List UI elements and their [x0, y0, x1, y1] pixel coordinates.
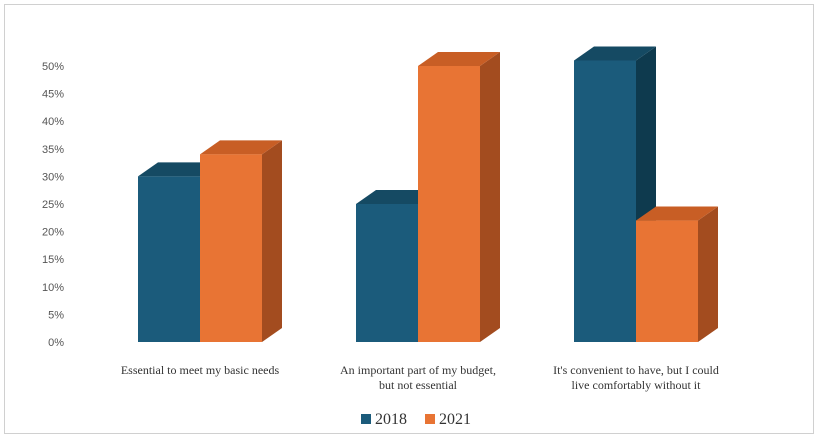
category-label: but not essential — [379, 378, 458, 392]
bar-top-2021 — [418, 52, 500, 66]
y-tick-label: 35% — [42, 144, 64, 156]
y-tick-label: 5% — [48, 309, 64, 321]
bar-2021 — [418, 66, 480, 342]
bar-2018 — [574, 60, 636, 342]
bar-2021 — [200, 154, 262, 342]
y-tick-label: 10% — [42, 282, 64, 294]
category-label: An important part of my budget, — [340, 363, 496, 377]
bar-top-2018 — [356, 190, 438, 204]
category-label: live comfortably without it — [572, 378, 702, 392]
bar-2021 — [636, 220, 698, 342]
y-tick-label: 30% — [42, 171, 64, 183]
y-tick-label: 0% — [48, 337, 64, 349]
bar-side-2021 — [480, 52, 500, 342]
y-tick-label: 50% — [42, 61, 64, 73]
category-label: It's convenient to have, but I could — [553, 363, 719, 377]
bar-2018 — [138, 176, 200, 342]
bar-top-2021 — [200, 140, 282, 155]
bar-top-2018 — [574, 46, 656, 61]
y-tick-label: 40% — [42, 116, 64, 128]
y-tick-label: 45% — [42, 89, 64, 101]
legend-swatch-2018 — [361, 414, 371, 424]
legend-swatch-2021 — [425, 414, 435, 424]
bar-top-2021 — [636, 206, 718, 221]
bar-side-2021 — [698, 206, 718, 342]
legend-label-2021: 2021 — [439, 411, 471, 428]
legend-label-2018: 2018 — [375, 411, 407, 428]
y-tick-label: 25% — [42, 199, 64, 211]
category-label: Essential to meet my basic needs — [121, 363, 280, 377]
y-tick-label: 15% — [42, 254, 64, 266]
bar-top-2018 — [138, 162, 220, 177]
bar-side-2021 — [262, 140, 282, 342]
y-tick-label: 20% — [42, 227, 64, 239]
bar-2018 — [356, 204, 418, 342]
